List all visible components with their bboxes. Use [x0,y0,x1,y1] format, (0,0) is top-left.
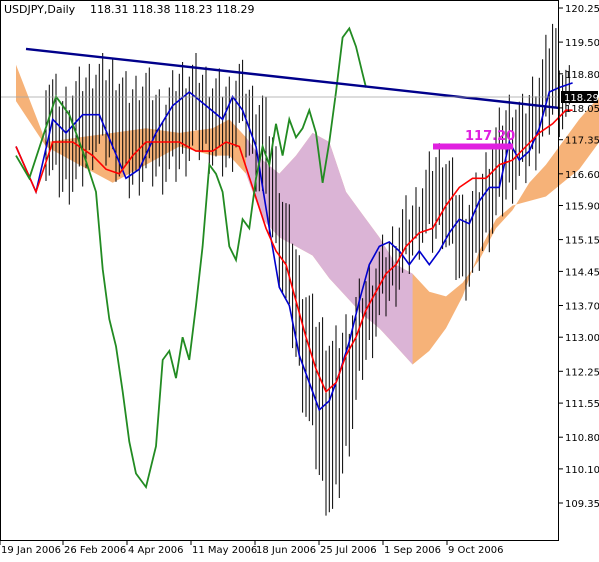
y-tick-label: 114.45 [565,267,599,278]
chikou-line [15,26,367,490]
y-tick-label: 112.25 [565,367,599,378]
x-tick-label: 1 Sep 2006 [384,545,441,556]
x-tick-label: 4 Apr 2006 [128,545,183,556]
y-tick-label: 110.80 [565,433,599,444]
current-price-tag [561,91,598,103]
y-tick-label: 118.05 [565,104,599,115]
x-tick-label: 26 Feb 2006 [64,545,126,556]
x-tick-label: 9 Oct 2006 [448,545,503,556]
indicator-lines [15,26,573,490]
y-tick-label: 118.80 [565,70,599,81]
y-tick-label: 113.70 [565,302,599,313]
y-tick-label: 120.25 [565,4,599,15]
y-tick-label: 109.35 [565,499,599,510]
y-tick-label: 117.35 [565,136,599,147]
current-price-label: 118.29 [564,93,599,104]
price-annotation-label: 117.20 [465,129,515,144]
chart-ohlc-readout: 118.31 118.38 118.23 118.29 [90,3,254,16]
y-tick-label: 110.10 [565,465,599,476]
trendline-layer [25,47,560,150]
x-tick-label: 18 Jun 2006 [256,545,316,556]
y-tick-label: 113.00 [565,333,599,344]
x-tick-label: 25 Jul 2006 [320,545,377,556]
kumo-bear-area [246,132,413,365]
annotation-marker-bar [433,143,513,150]
tenkan-line [15,82,573,412]
y-tick-label: 115.90 [565,202,599,213]
x-tick-label: 19 Jan 2006 [1,545,61,556]
chart-symbol-label: USDJPY,Daily [4,3,76,16]
y-tick-label: 111.55 [565,399,599,410]
trendline [25,47,560,110]
kumo-cloud [16,64,599,365]
y-tick-label: 119.50 [565,38,599,49]
y-tick-label: 116.60 [565,170,599,181]
x-tick-label: 11 May 2006 [192,545,257,556]
y-tick-label: 115.15 [565,236,599,247]
plot-frame [0,0,559,541]
kijun-line [15,109,573,394]
